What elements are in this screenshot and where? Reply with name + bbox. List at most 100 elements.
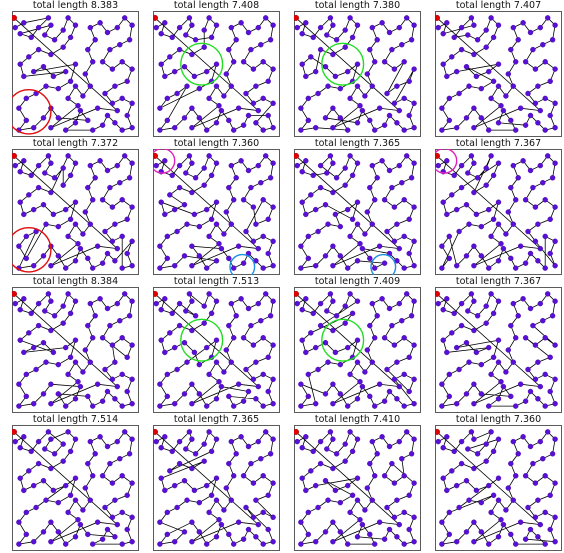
city-node (253, 221, 259, 227)
city-node (80, 231, 86, 237)
city-node (48, 436, 54, 442)
city-node (471, 189, 477, 196)
city-node (411, 480, 417, 486)
city-node (216, 516, 222, 523)
city-node (48, 262, 54, 269)
city-node (270, 514, 276, 521)
city-node (201, 320, 207, 326)
city-node (196, 361, 202, 368)
city-node (129, 436, 135, 442)
city-node (248, 460, 254, 467)
city-node (255, 107, 262, 114)
city-node (325, 359, 331, 365)
city-node (82, 209, 89, 215)
city-node (94, 243, 101, 249)
city-node (221, 93, 227, 99)
city-node (129, 376, 135, 383)
city-node (439, 381, 445, 387)
city-node (337, 253, 343, 259)
city-node (260, 473, 266, 479)
city-node (260, 335, 266, 341)
city-node (505, 71, 512, 77)
city-node (357, 516, 363, 523)
route-plot (435, 149, 562, 275)
city-node (406, 492, 412, 499)
route-plot (294, 425, 421, 551)
city-node (172, 482, 178, 489)
city-node (99, 59, 106, 65)
city-node (535, 221, 541, 227)
city-node (17, 475, 23, 481)
city-node (347, 371, 353, 378)
city-node (21, 158, 27, 164)
city-node (310, 448, 316, 455)
city-node (537, 245, 544, 252)
city-node (552, 204, 558, 210)
city-node (119, 197, 125, 203)
city-node (303, 20, 309, 26)
city-node (362, 231, 368, 237)
city-node (260, 127, 266, 133)
city-node (48, 538, 54, 545)
city-node (196, 499, 202, 506)
city-node (463, 391, 470, 397)
city-node (48, 519, 54, 525)
city-node (167, 54, 173, 60)
city-node (308, 54, 314, 60)
city-node (35, 162, 42, 169)
city-node (503, 231, 509, 237)
city-node (201, 303, 207, 309)
city-node (104, 388, 111, 395)
city-node (192, 37, 199, 43)
city-node (35, 300, 42, 307)
city-node (396, 521, 403, 528)
city-node (23, 117, 30, 124)
city-node (72, 199, 79, 205)
city-node (468, 15, 475, 21)
city-node (347, 291, 353, 297)
city-node (162, 20, 168, 26)
city-node (17, 199, 23, 205)
city-node (298, 541, 304, 547)
city-node (317, 322, 324, 329)
city-node (376, 105, 383, 111)
city-node (342, 441, 348, 447)
city-node (488, 233, 494, 240)
city-node (446, 117, 453, 124)
city-node (454, 206, 460, 213)
city-node (401, 95, 407, 102)
city-node (520, 20, 526, 26)
panel-title: total length 7.360 (173, 138, 260, 149)
city-node (245, 526, 252, 533)
city-node (310, 34, 316, 41)
city-node (262, 291, 269, 297)
city-node (332, 211, 339, 218)
city-node (99, 122, 106, 128)
city-node (349, 310, 356, 317)
city-node (396, 107, 403, 114)
city-node (522, 197, 529, 203)
city-node (99, 473, 106, 479)
city-node (542, 473, 548, 479)
city-node (483, 27, 489, 33)
city-node (446, 95, 453, 102)
city-node (530, 184, 536, 191)
city-node (357, 378, 363, 385)
city-node (167, 468, 173, 474)
city-node (267, 451, 274, 457)
city-node (158, 199, 164, 205)
city-node (124, 492, 130, 499)
city-node (374, 37, 380, 43)
city-node (85, 117, 91, 124)
city-node (121, 429, 128, 435)
city-node (376, 519, 383, 525)
city-node (119, 473, 125, 479)
city-node (77, 107, 84, 114)
city-node (213, 199, 220, 205)
city-node (129, 298, 135, 304)
city-node (206, 233, 212, 240)
city-node (403, 15, 410, 21)
city-node (454, 68, 460, 75)
city-node (206, 509, 212, 516)
city-node (201, 44, 207, 50)
